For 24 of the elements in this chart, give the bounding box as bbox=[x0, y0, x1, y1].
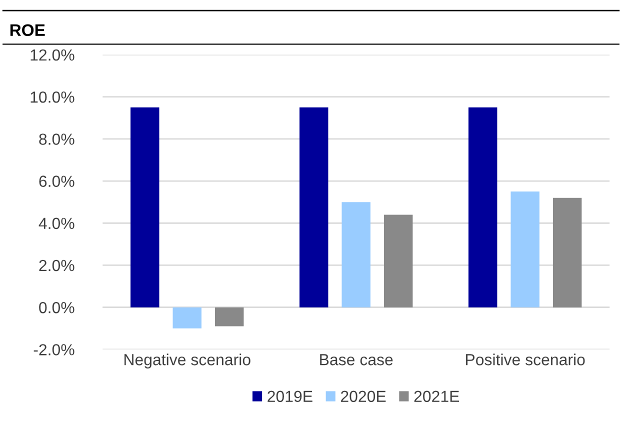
bar bbox=[172, 307, 202, 328]
y-tick-label: 2.0% bbox=[39, 260, 74, 272]
bar bbox=[299, 107, 328, 308]
y-tick-label: 12.0% bbox=[30, 49, 74, 61]
bar bbox=[215, 307, 244, 326]
bar bbox=[130, 107, 160, 308]
bar bbox=[342, 202, 370, 308]
legend-label: 2019E bbox=[268, 390, 312, 402]
chart-title: ROE bbox=[10, 24, 45, 36]
y-tick-label: 10.0% bbox=[30, 91, 74, 103]
y-tick-label: 0.0% bbox=[39, 302, 74, 314]
y-tick-label: 6.0% bbox=[39, 176, 74, 187]
x-tick-label: Negative scenario bbox=[124, 354, 250, 368]
bar bbox=[552, 198, 582, 308]
legend-label: 2021E bbox=[414, 390, 460, 402]
y-tick-label: 8.0% bbox=[39, 134, 74, 145]
bar bbox=[384, 214, 413, 308]
x-tick-label: Base case bbox=[320, 354, 393, 366]
legend-label: 2020E bbox=[340, 390, 386, 402]
y-tick-label: 4.0% bbox=[38, 218, 74, 230]
bar bbox=[468, 107, 498, 308]
bar bbox=[510, 192, 540, 308]
x-tick-label: Positive scenario bbox=[466, 354, 585, 366]
y-tick-label: -2.0% bbox=[34, 344, 74, 356]
